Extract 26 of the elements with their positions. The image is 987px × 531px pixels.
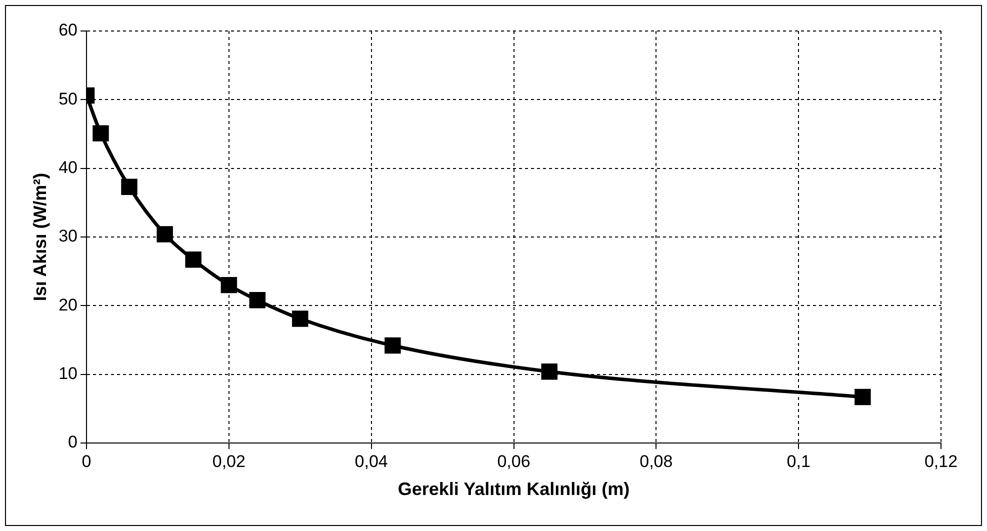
x-tick-label: 0,12 (924, 452, 958, 471)
y-tick-label: 0 (68, 432, 78, 452)
point (384, 337, 401, 354)
x-axis-title: Gerekli Yalıtım Kalınlığı (m) (398, 479, 630, 500)
y-tick-label: 30 (58, 226, 78, 246)
x-tick-label: 0,1 (786, 452, 810, 471)
point (854, 388, 871, 406)
y-tick-label: 20 (58, 295, 78, 314)
point (292, 310, 308, 327)
y-tick-label: 50 (58, 89, 78, 108)
y-tick-label: 60 (58, 20, 78, 40)
point (121, 178, 138, 195)
point (220, 276, 238, 294)
y-tick-label: 10 (58, 364, 78, 384)
x-tick-label: 0,06 (497, 452, 530, 471)
point (541, 363, 558, 380)
point (156, 226, 173, 242)
x-tick-label: 0,08 (640, 452, 673, 471)
x-tick-label: 0,02 (212, 452, 246, 471)
point (185, 252, 202, 268)
x-tick-label: 0 (82, 452, 92, 471)
x-tick-label: 0,04 (354, 452, 388, 471)
y-axis-title: Isı Akısı (W/m²) (30, 172, 50, 302)
point (249, 292, 266, 308)
y-tick-label: 40 (58, 158, 78, 178)
point (92, 125, 109, 142)
